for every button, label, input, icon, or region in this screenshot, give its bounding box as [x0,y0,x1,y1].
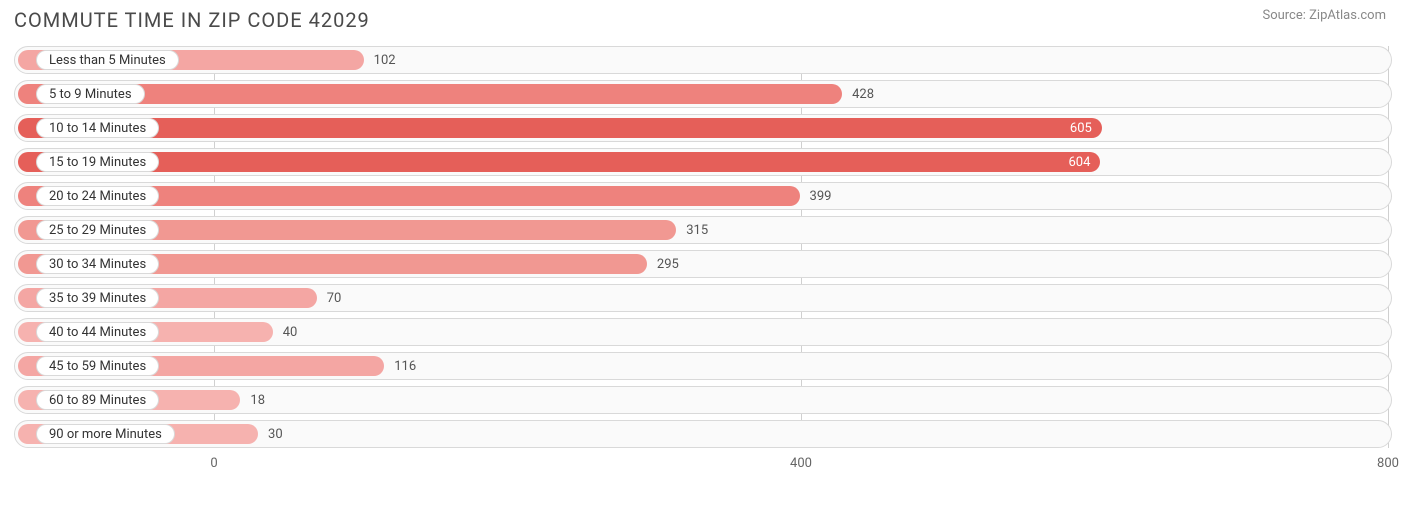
category-pill: 15 to 19 Minutes [36,152,159,172]
bar-row: 15 to 19 Minutes 604 [14,148,1392,176]
chart-area: Less than 5 Minutes 102 5 to 9 Minutes 428 1… [0,36,1406,476]
bar-row: 45 to 59 Minutes 116 [14,352,1392,380]
value-label: 18 [250,386,265,414]
value-label: 604 [1068,148,1090,176]
value-label: 428 [852,80,874,108]
value-label: 70 [327,284,342,312]
value-label: 40 [283,318,298,346]
category-pill: 5 to 9 Minutes [36,84,145,104]
bar-row: 60 to 89 Minutes 18 [14,386,1392,414]
bar [18,152,1100,172]
bar-row: 20 to 24 Minutes 399 [14,182,1392,210]
bar-row: 40 to 44 Minutes 40 [14,318,1392,346]
value-label: 116 [394,352,416,380]
bar-row: 30 to 34 Minutes 295 [14,250,1392,278]
value-label: 399 [810,182,832,210]
x-tick-label: 800 [1377,456,1399,471]
value-label: 315 [686,216,708,244]
bar-row: 10 to 14 Minutes 605 [14,114,1392,142]
category-pill: 30 to 34 Minutes [36,254,159,274]
value-label: 295 [657,250,679,278]
bar-row: 35 to 39 Minutes 70 [14,284,1392,312]
bar-row: 90 or more Minutes 30 [14,420,1392,448]
chart-source: Source: ZipAtlas.com [1262,8,1386,23]
bar-row: 5 to 9 Minutes 428 [14,80,1392,108]
category-pill: Less than 5 Minutes [36,50,179,70]
x-axis: 0400800 [14,450,1392,476]
category-pill: 20 to 24 Minutes [36,186,159,206]
bar-row: 25 to 29 Minutes 315 [14,216,1392,244]
chart-plot: Less than 5 Minutes 102 5 to 9 Minutes 428 1… [14,46,1392,448]
chart-title: COMMUTE TIME IN ZIP CODE 42029 [14,8,370,32]
bar-row: Less than 5 Minutes 102 [14,46,1392,74]
bar [18,118,1102,138]
x-tick-label: 400 [790,456,812,471]
category-pill: 60 to 89 Minutes [36,390,159,410]
category-pill: 10 to 14 Minutes [36,118,159,138]
category-pill: 90 or more Minutes [36,424,175,444]
category-pill: 25 to 29 Minutes [36,220,159,240]
value-label: 102 [374,46,396,74]
category-pill: 35 to 39 Minutes [36,288,159,308]
chart-header: COMMUTE TIME IN ZIP CODE 42029 Source: Z… [0,0,1406,36]
x-tick-label: 0 [210,456,217,471]
category-pill: 45 to 59 Minutes [36,356,159,376]
category-pill: 40 to 44 Minutes [36,322,159,342]
value-label: 605 [1070,114,1092,142]
value-label: 30 [268,420,283,448]
